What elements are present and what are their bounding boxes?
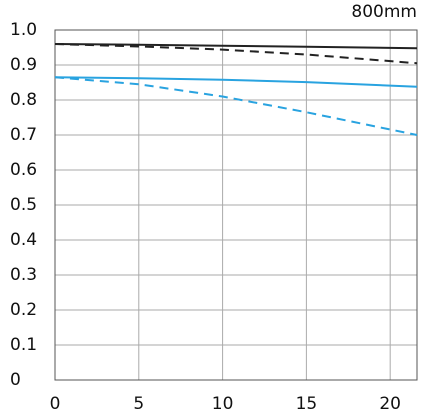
x-tick-label: 0 [50,394,61,414]
y-tick-label: 0.6 [10,160,37,180]
x-tick-label: 10 [212,394,234,414]
series-line [54,76,418,88]
y-tick-label: 0.3 [10,265,37,285]
y-tick-label: 0.5 [10,195,37,215]
y-tick-label: 0.8 [10,90,37,110]
x-tick-label: 15 [296,394,318,414]
series-line [54,76,418,136]
series-line [54,43,418,50]
y-tick-label: 0.1 [10,335,37,355]
x-tick-label: 5 [133,394,144,414]
series-line [54,43,418,65]
y-tick-label: 0.2 [10,300,37,320]
y-tick-label: 1.0 [10,20,37,40]
y-tick-label: 0.4 [10,230,37,250]
x-tick-label: 20 [379,394,401,414]
plot-frame [54,29,418,381]
y-tick-label: 0 [10,370,21,390]
y-tick-label: 0.9 [10,55,37,75]
chart-title: 800mm [351,2,417,22]
y-tick-label: 0.7 [10,125,37,145]
